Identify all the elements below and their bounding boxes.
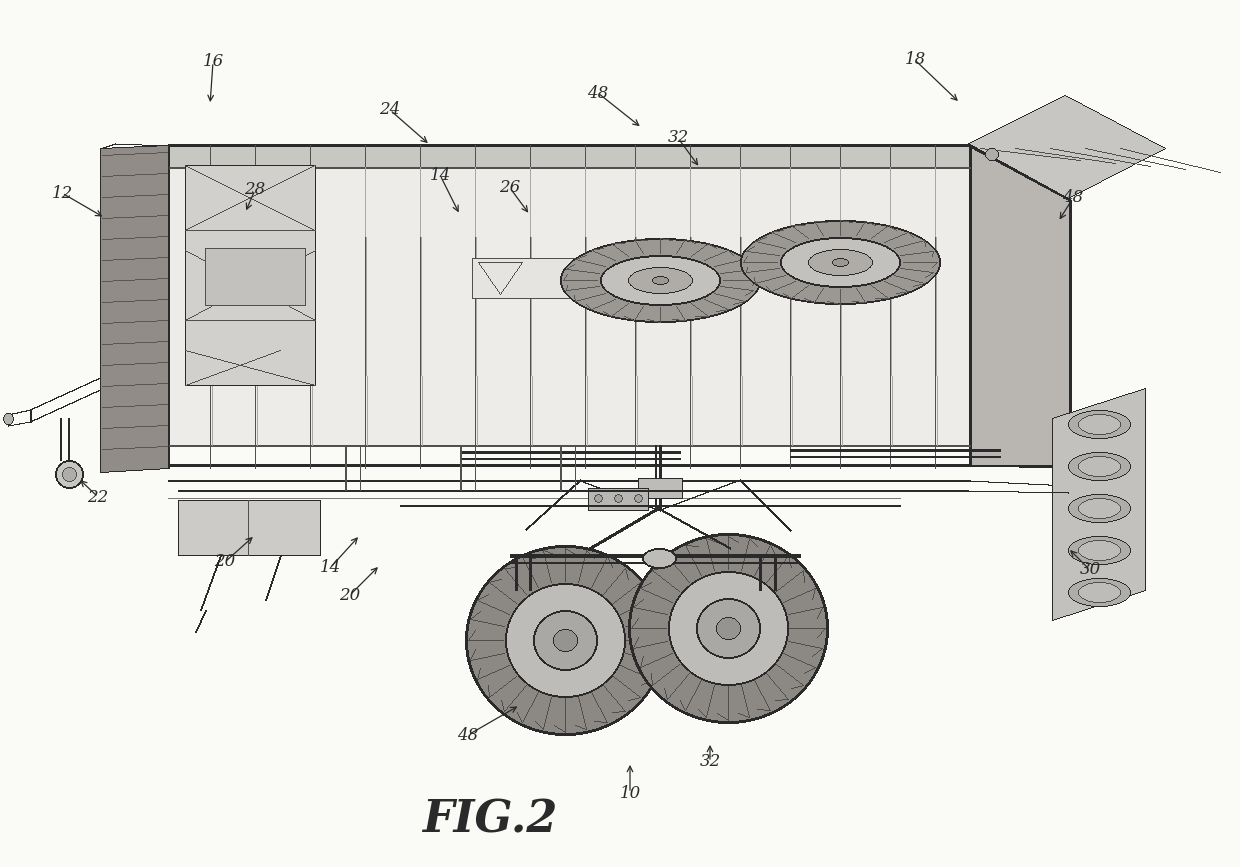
Text: 12: 12 <box>51 185 73 201</box>
Text: 48: 48 <box>458 727 479 744</box>
Text: 16: 16 <box>202 54 223 70</box>
Text: 48: 48 <box>1063 190 1084 206</box>
Text: FIG.2: FIG.2 <box>423 799 558 842</box>
Text: 20: 20 <box>215 553 236 570</box>
Text: 26: 26 <box>500 179 521 197</box>
Text: 14: 14 <box>429 166 450 184</box>
Text: 10: 10 <box>619 785 641 801</box>
Text: 14: 14 <box>320 559 341 577</box>
Text: 22: 22 <box>87 488 109 505</box>
Text: 18: 18 <box>904 51 925 68</box>
Text: 30: 30 <box>1079 562 1101 578</box>
Text: 32: 32 <box>667 129 688 147</box>
Text: 48: 48 <box>588 84 609 101</box>
Text: 32: 32 <box>699 753 720 771</box>
Text: 28: 28 <box>244 181 265 199</box>
Text: 20: 20 <box>340 586 361 603</box>
Text: 24: 24 <box>379 101 401 119</box>
